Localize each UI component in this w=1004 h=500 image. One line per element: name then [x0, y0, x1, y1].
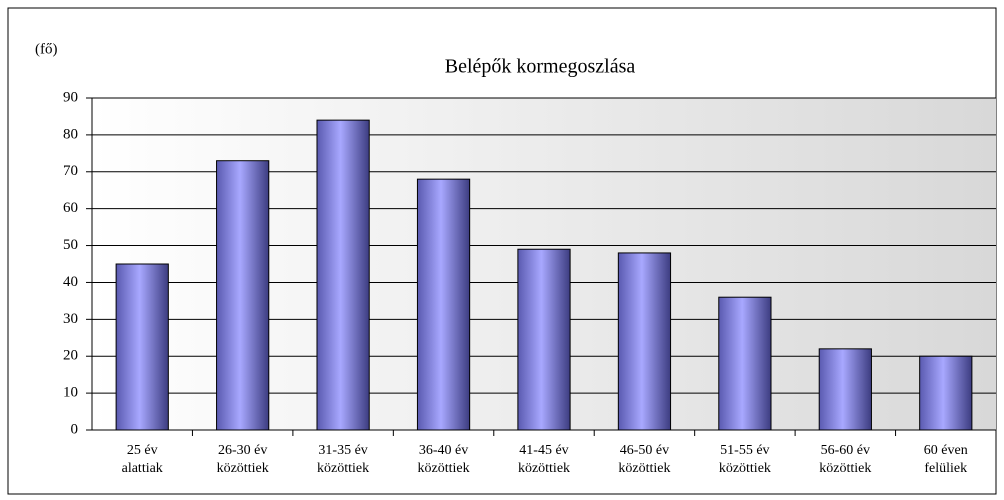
bar	[919, 355, 973, 431]
y-tick-label: 90	[63, 89, 78, 105]
bar	[216, 160, 270, 431]
bar	[416, 178, 471, 431]
x-tick-label: 60 éven felüliek	[923, 443, 968, 476]
x-tick-label: 26-30 év közöttiek	[216, 443, 269, 476]
bar	[617, 252, 672, 431]
y-tick-label: 20	[63, 348, 78, 364]
y-tick-label: 70	[63, 163, 78, 179]
y-tick-label: 40	[63, 274, 78, 290]
y-tick-label: 10	[63, 385, 78, 401]
x-tick-label: 46-50 év közöttiek	[618, 443, 671, 476]
x-tick-label: 56-60 év közöttiek	[819, 443, 872, 476]
y-tick-label: 50	[63, 237, 78, 253]
y-tick-label: 80	[63, 126, 78, 142]
bar	[517, 248, 571, 431]
chart-title: Belépők kormegoszlása	[445, 56, 636, 78]
x-tick-label: 31-35 év közöttiek	[317, 443, 370, 476]
x-tick-label: 36-40 év közöttiek	[417, 443, 470, 476]
y-tick-label: 60	[63, 200, 78, 216]
y-tick-label: 0	[71, 421, 79, 437]
bar	[316, 119, 370, 431]
x-tick-label: 25 év alattiak	[121, 443, 163, 476]
bar	[718, 296, 772, 431]
y-axis-label: (fő)	[35, 41, 58, 57]
y-tick-label: 30	[63, 311, 78, 327]
bar	[115, 263, 169, 431]
x-tick-label: 51-55 év közöttiek	[718, 443, 771, 476]
x-tick-label: 41-45 év közöttiek	[517, 443, 571, 476]
bar	[818, 348, 872, 431]
